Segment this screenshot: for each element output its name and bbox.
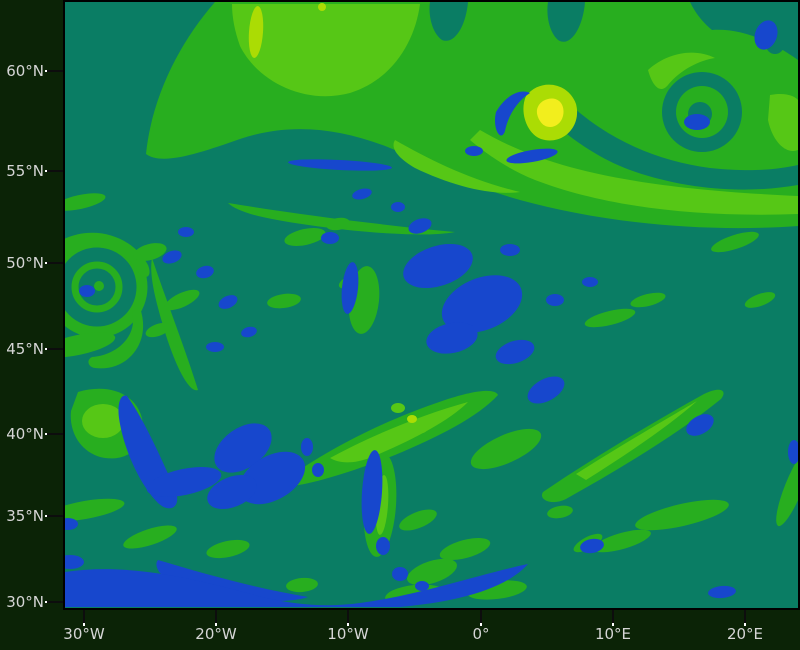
lon-tick-label: 20°W [195,625,237,643]
lat-tick [45,515,63,517]
lon-tick-label: 10°E [594,625,632,643]
lon-tick-label: 0° [472,625,490,643]
field-yellow-eddy [248,3,578,423]
lon-tick [347,610,349,626]
lat-tick [45,601,63,603]
lon-tick [612,610,614,626]
field-lightgreen-shapes [82,4,798,535]
map-plot-area [63,0,800,610]
lon-tick [83,610,85,626]
lat-tick-label: 60°N [6,62,44,80]
lat-tick [45,170,63,172]
lat-tick-label: 50°N [6,254,44,272]
lon-tick [744,610,746,626]
lat-tick-label: 45°N [6,340,44,358]
lat-tick-label: 55°N [6,162,44,180]
lat-tick [45,262,63,264]
lat-tick [45,348,63,350]
lat-tick-label: 40°N [6,425,44,443]
lat-tick-label: 30°N [6,593,44,611]
plot-border [63,0,800,610]
lat-tick-label: 35°N [6,507,44,525]
lat-tick [45,70,63,72]
lon-tick-label: 30°W [63,625,105,643]
lon-tick [480,610,482,626]
lon-tick-label: 20°E [726,625,764,643]
lon-tick [215,610,217,626]
lat-tick [45,433,63,435]
contour-field-svg [63,0,800,610]
field-blue-shapes [63,20,800,607]
lon-tick-label: 10°W [327,625,369,643]
